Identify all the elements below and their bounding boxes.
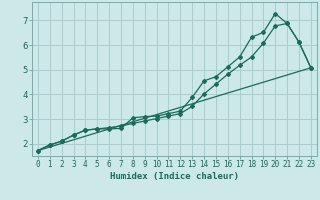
X-axis label: Humidex (Indice chaleur): Humidex (Indice chaleur) — [110, 172, 239, 181]
